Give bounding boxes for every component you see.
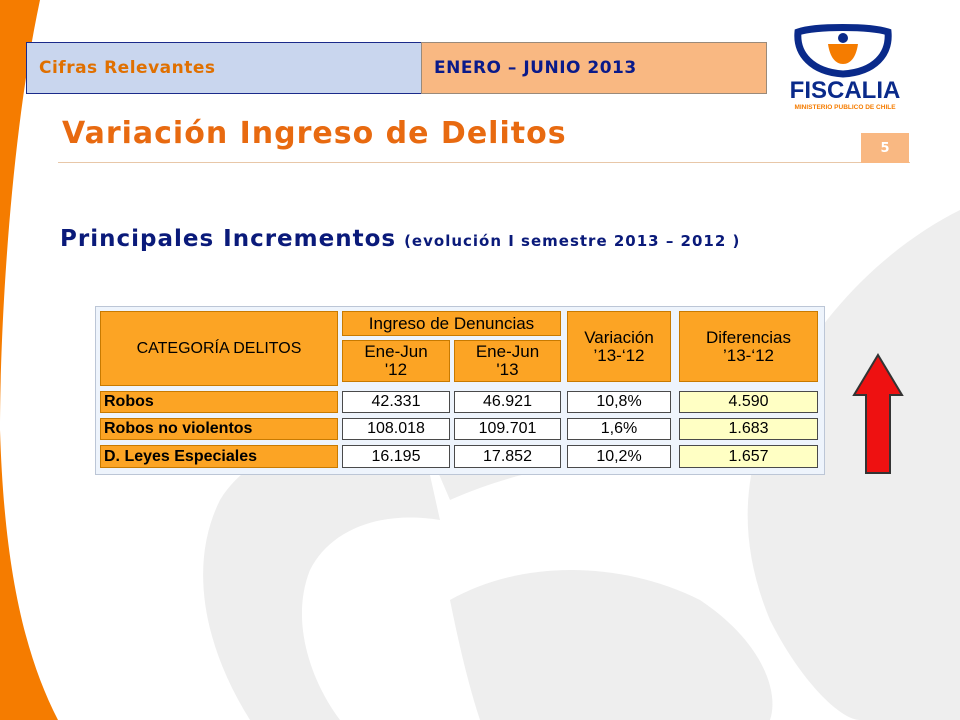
- row-robos-no-violentos-2013: 109.701: [454, 418, 561, 440]
- header-group: Ingreso de Denuncias: [342, 311, 561, 336]
- header-2012-line2: '12: [384, 360, 408, 379]
- fiscalia-logo: FISCALIA MINISTERIO PUBLICO DE CHILE: [790, 24, 901, 111]
- row-robos-no-violentos-2012: 108.018: [342, 418, 450, 440]
- page-number: 5: [861, 133, 909, 163]
- header-variation-line1: Variación: [584, 327, 654, 347]
- period-label: ENERO – JUNIO 2013: [421, 42, 767, 94]
- orange-swoosh: [0, 0, 58, 720]
- header-variation-line2: ’13-‘12: [593, 345, 645, 365]
- header-variation: Variación ’13-‘12: [567, 311, 671, 382]
- up-arrow-icon: [852, 353, 904, 474]
- section-label: Cifras Relevantes: [26, 42, 422, 94]
- up-arrow-shape: [852, 353, 904, 474]
- subtitle-main: Principales Incrementos: [60, 226, 397, 252]
- header-difference: Diferencias ’13-‘12: [679, 311, 818, 382]
- subtitle: Principales Incrementos (evolución I seme…: [60, 226, 740, 252]
- logo-wordmark: FISCALIA: [790, 77, 901, 104]
- header-2013-line2: '13: [496, 360, 519, 379]
- row-leyes-especiales-category: D. Leyes Especiales: [100, 445, 338, 468]
- row-robos-difference: 4.590: [679, 391, 818, 413]
- header-2012: Ene-Jun '12: [342, 340, 450, 382]
- row-robos-no-violentos-variation: 1,6%: [567, 418, 671, 440]
- logo-emblem-head: [838, 33, 848, 43]
- row-leyes-especiales-2012: 16.195: [342, 445, 450, 468]
- header-category: CATEGORÍA DELITOS: [100, 311, 338, 386]
- logo-tagline: MINISTERIO PUBLICO DE CHILE: [794, 104, 896, 111]
- row-robos-variation: 10,8%: [567, 391, 671, 413]
- row-robos-category: Robos: [100, 391, 338, 413]
- header-difference-line1: Diferencias: [705, 327, 792, 347]
- page-title: Variación Ingreso de Delitos: [62, 116, 567, 151]
- row-robos-2012: 42.331: [342, 391, 450, 413]
- row-robos-no-violentos-category: Robos no violentos: [100, 418, 338, 440]
- crime-increase-table: CATEGORÍA DELITOS Ingreso de Denuncias E…: [95, 306, 825, 475]
- row-robos-2013: 46.921: [454, 391, 561, 413]
- header-difference-line2: ’13-‘12: [722, 345, 775, 365]
- row-leyes-especiales-difference: 1.657: [679, 445, 818, 468]
- header-2012-line1: Ene-Jun: [364, 342, 428, 361]
- logo-emblem-figure: [828, 44, 858, 64]
- row-robos-no-violentos-difference: 1.683: [679, 418, 818, 440]
- header-2013-line1: Ene-Jun: [475, 342, 540, 361]
- title-divider: [58, 162, 910, 163]
- row-leyes-especiales-variation: 10,2%: [567, 445, 671, 468]
- row-leyes-especiales-2013: 17.852: [454, 445, 561, 468]
- subtitle-detail: (evolución I semestre 2013 – 2012 ): [404, 232, 741, 250]
- logo-emblem-arc: [794, 24, 892, 78]
- header-2013: Ene-Jun '13: [454, 340, 561, 382]
